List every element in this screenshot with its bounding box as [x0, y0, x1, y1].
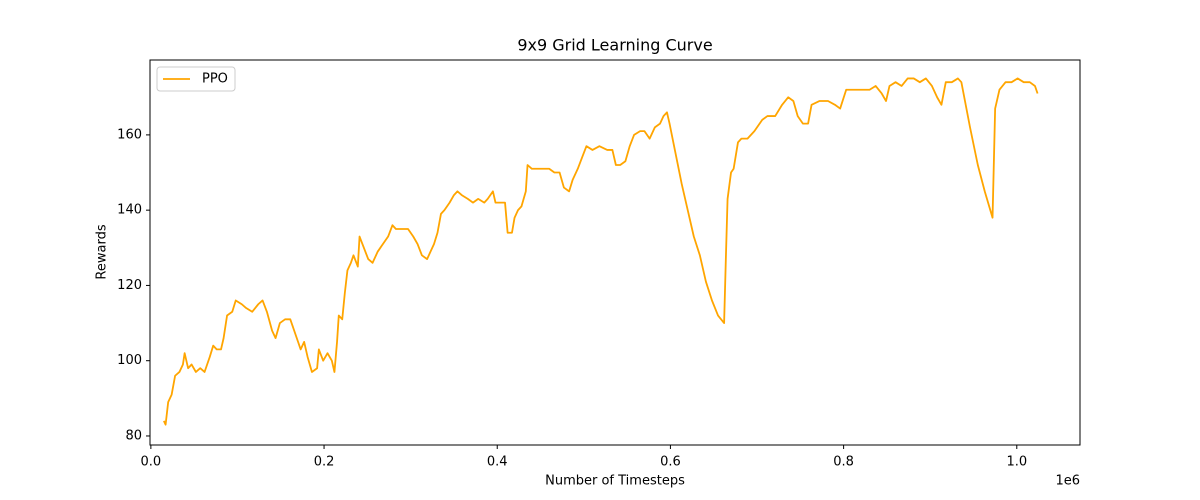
legend-box — [156, 66, 236, 92]
legend-label: PPO — [202, 72, 228, 87]
y-tick-label: 80 — [125, 428, 142, 443]
x-tick-label: 0.4 — [487, 455, 508, 470]
y-axis-label: Rewards — [95, 224, 110, 279]
chart-title: 9x9 Grid Learning Curve — [517, 36, 712, 55]
plot-frame — [149, 59, 1081, 446]
x-offset-label: 1e6 — [1055, 474, 1080, 489]
y-tick-label: 100 — [117, 353, 142, 368]
y-tick-label: 140 — [117, 203, 142, 218]
x-axis-label: Number of Timesteps — [545, 474, 685, 489]
y-tick-label: 120 — [117, 278, 142, 293]
x-tick-label: 1.0 — [1006, 455, 1027, 470]
y-tick-label: 160 — [117, 127, 142, 142]
x-tick-label: 0.0 — [141, 455, 162, 470]
x-tick-label: 0.8 — [833, 455, 854, 470]
line-series — [163, 77, 1039, 426]
x-tick-label: 0.6 — [660, 455, 681, 470]
x-tick-label: 0.2 — [314, 455, 335, 470]
